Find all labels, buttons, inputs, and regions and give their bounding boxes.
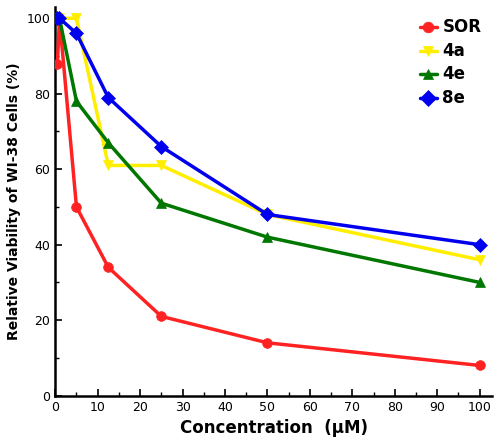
Line: 4e: 4e [52, 13, 484, 287]
4a [264, 212, 270, 217]
4a [158, 163, 164, 168]
4a [476, 257, 482, 262]
4a [106, 163, 112, 168]
SOR [74, 204, 80, 210]
4e [476, 280, 482, 285]
8e [106, 95, 112, 100]
8e [54, 16, 60, 21]
8e [56, 16, 62, 21]
SOR [158, 314, 164, 319]
4a [54, 16, 60, 21]
4a [56, 16, 62, 21]
4e [54, 16, 60, 21]
SOR [54, 61, 60, 66]
SOR [264, 340, 270, 345]
Legend: SOR, 4a, 4e, 8e: SOR, 4a, 4e, 8e [416, 14, 486, 111]
SOR [56, 16, 62, 21]
8e [74, 31, 80, 36]
X-axis label: Concentration  (μM): Concentration (μM) [180, 419, 368, 437]
Line: 4a: 4a [52, 13, 484, 265]
4e [74, 99, 80, 104]
4e [106, 140, 112, 146]
8e [158, 144, 164, 149]
Line: 8e: 8e [52, 13, 484, 250]
SOR [106, 265, 112, 270]
8e [264, 212, 270, 217]
Line: SOR: SOR [52, 13, 484, 370]
4a [74, 16, 80, 21]
4e [158, 201, 164, 206]
4e [264, 234, 270, 240]
Y-axis label: Relative Viability of WI-38 Cells (%): Relative Viability of WI-38 Cells (%) [7, 63, 21, 340]
SOR [476, 363, 482, 368]
8e [476, 242, 482, 247]
4e [56, 16, 62, 21]
